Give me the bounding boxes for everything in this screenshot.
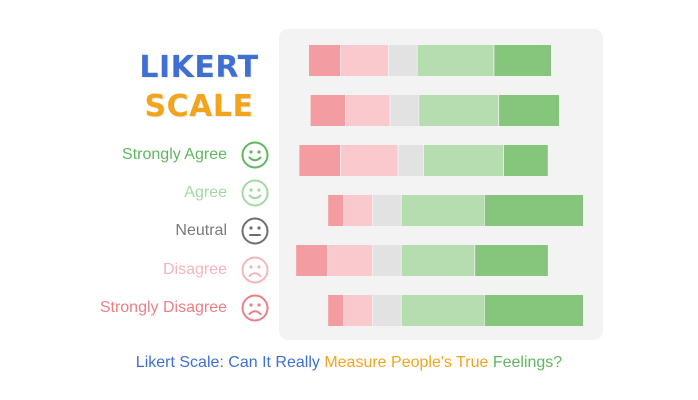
legend-label-disagree: Disagree — [162, 261, 227, 278]
legend-row-agree: Agree — [60, 178, 270, 208]
legend-label-strongly-disagree: Strongly Disagree — [99, 299, 227, 316]
legend-label-neutral: Neutral — [175, 222, 227, 239]
legend-row-disagree: Disagree — [60, 255, 270, 285]
bar-row-4-segment-4 — [401, 195, 484, 226]
bar-row-6-segment-4 — [401, 295, 484, 326]
logo-likert: LIKERT — [139, 50, 259, 85]
bar-row-4-segment-5 — [484, 195, 583, 226]
caption-part-1: Likert Scale: Can It Really — [135, 354, 325, 371]
bar-row-6-segment-2 — [344, 295, 373, 326]
legend-row-strongly-disagree: Strongly Disagree — [60, 293, 270, 323]
bar-row-2-segment-5 — [499, 95, 559, 126]
bar-row-5-segment-3 — [372, 245, 401, 276]
bar-row-1-segment-1 — [309, 45, 341, 76]
bar-row-5-segment-1 — [296, 245, 328, 276]
bar-row-6-segment-3 — [372, 295, 401, 326]
caption-part-2: Measure People's True — [324, 354, 493, 371]
bar-row-2-segment-2 — [345, 95, 390, 126]
bar-row-6-segment-5 — [484, 295, 583, 326]
legend-row-strongly-agree: Strongly Agree — [60, 140, 270, 170]
bar-row-2-segment-3 — [390, 95, 419, 126]
bar-row-3-segment-5 — [503, 145, 548, 176]
smile-face-icon — [241, 141, 269, 169]
frown-face-icon — [241, 256, 269, 284]
bar-row-4-segment-3 — [372, 195, 401, 226]
caption: Likert Scale: Can It Really Measure Peop… — [0, 354, 698, 372]
legend-label-agree: Agree — [184, 184, 227, 201]
bar-row-5-segment-4 — [401, 245, 475, 276]
caption-part-3: Feelings? — [492, 354, 563, 371]
bar-row-2-segment-4 — [419, 95, 499, 126]
bar-row-1-segment-2 — [340, 45, 388, 76]
bar-row-5-segment-5 — [475, 245, 548, 276]
bar-row-3-segment-1 — [299, 145, 341, 176]
smile-face-icon — [241, 179, 269, 207]
bar-row-4-segment-1 — [328, 195, 344, 226]
legend-label-strongly-agree: Strongly Agree — [122, 146, 227, 163]
bar-row-2-segment-1 — [310, 95, 345, 126]
legend-row-neutral: Neutral — [60, 216, 270, 246]
chart-panel — [279, 29, 603, 340]
bar-row-1-segment-5 — [494, 45, 551, 76]
frown-face-icon — [241, 294, 269, 322]
neutral-face-icon — [241, 217, 269, 245]
bar-row-1-segment-3 — [388, 45, 417, 76]
bar-row-3-segment-4 — [424, 145, 504, 176]
bar-row-6-segment-1 — [328, 295, 344, 326]
stacked-bar-chart — [296, 45, 583, 326]
bar-row-3-segment-2 — [340, 145, 398, 176]
bar-row-3-segment-3 — [398, 145, 424, 176]
bar-row-5-segment-2 — [328, 245, 373, 276]
logo-scale: SCALE — [144, 89, 254, 124]
bar-row-1-segment-4 — [417, 45, 494, 76]
bar-row-4-segment-2 — [344, 195, 373, 226]
